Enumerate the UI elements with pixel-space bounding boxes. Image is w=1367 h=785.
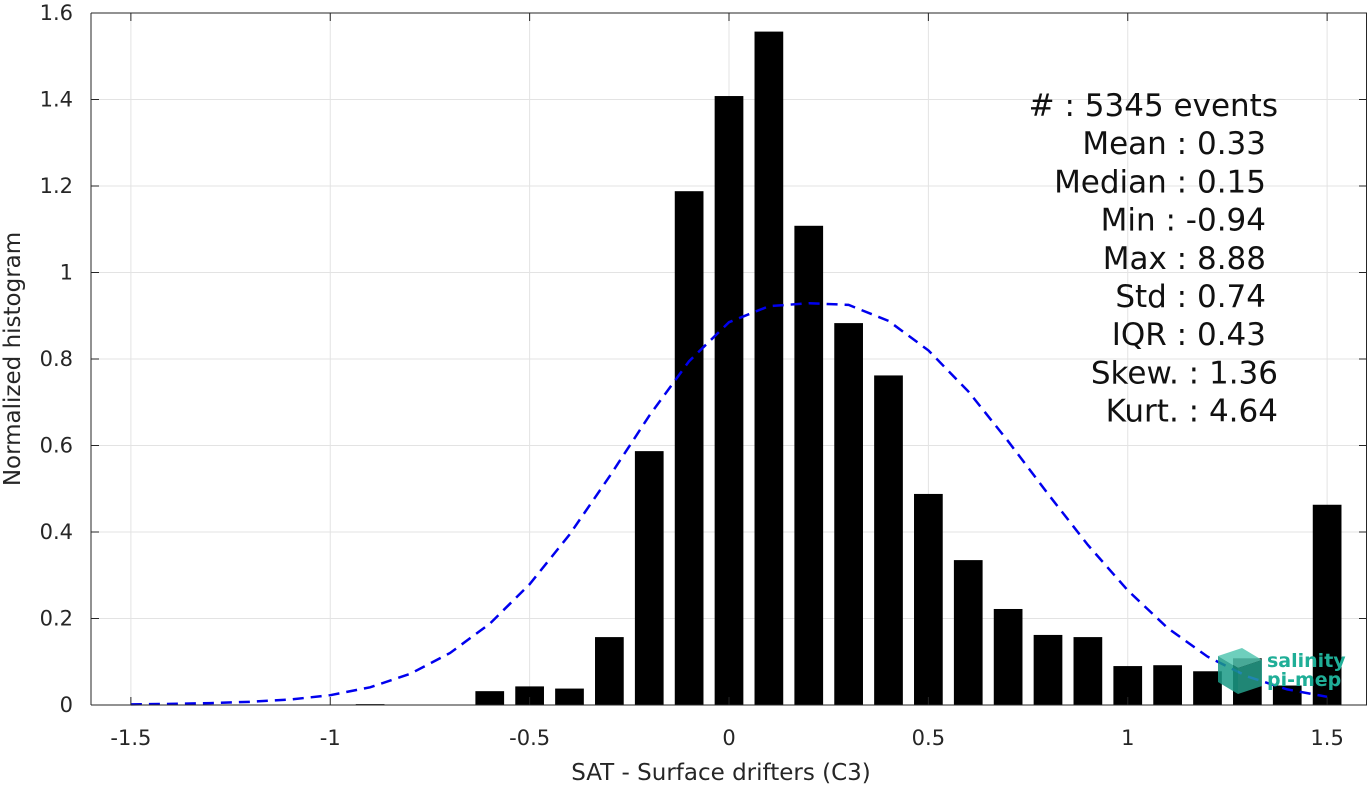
histogram-bar	[834, 323, 863, 705]
x-tick-label: 0	[722, 726, 735, 750]
stat-line: Min : -0.94	[1101, 203, 1266, 239]
x-axis-label: SAT - Surface drifters (C3)	[571, 760, 871, 785]
histogram-bar	[993, 608, 1023, 705]
y-tick-label: 1.6	[40, 1, 73, 25]
tick-labels: -1.5 -1 -0.5 0 0.5 1 1.5 0 0.2 0.4 0.6 0.8 1 1.2 1.4 1.…	[40, 1, 1344, 750]
logo-text-salinity: salinity	[1267, 650, 1346, 672]
histogram-bar	[1312, 504, 1342, 705]
histogram-bar	[555, 688, 584, 705]
histogram-bar	[953, 560, 983, 705]
x-tick-label: -1.5	[110, 726, 151, 750]
histogram-bar	[475, 691, 505, 705]
y-tick-label: 0.2	[40, 607, 73, 631]
y-tick-label: 1.4	[40, 88, 73, 112]
stat-line: Std : 0.74	[1115, 279, 1266, 315]
stat-line: IQR : 0.43	[1112, 317, 1266, 353]
histogram-bar	[1272, 685, 1302, 705]
y-tick-label: 1.2	[40, 174, 73, 198]
histogram-bar	[754, 31, 784, 706]
histogram-bar	[634, 451, 664, 705]
gaussian-fit	[130, 301, 1328, 706]
histogram-bar	[674, 191, 704, 705]
fit-curve-line	[130, 301, 1328, 706]
y-axis-label: Normalized histogram	[0, 232, 26, 486]
histogram-bar	[714, 96, 744, 706]
histogram-bar	[595, 637, 624, 705]
stat-line: Skew. : 1.36	[1091, 355, 1278, 391]
stat-line: Median : 0.15	[1054, 164, 1266, 200]
cube-icon	[1218, 648, 1262, 694]
histogram-bar	[1193, 671, 1222, 705]
x-tick-label: -0.5	[509, 726, 550, 750]
salinity-pimep-logo: salinity pi-mep	[1218, 648, 1346, 694]
histogram-bar	[515, 686, 544, 705]
x-tick-label: 1	[1121, 726, 1134, 750]
histogram-bar	[914, 493, 943, 705]
histogram-bar	[874, 375, 903, 705]
histogram-bar	[794, 225, 824, 706]
y-tick-label: 1	[60, 261, 73, 285]
x-tick-label: -1	[320, 726, 341, 750]
y-tick-label: 0.8	[40, 347, 73, 371]
y-tick-label: 0.6	[40, 434, 73, 458]
histogram-bar	[1033, 634, 1063, 705]
stat-line: Kurt. : 4.64	[1106, 394, 1278, 430]
histogram-bar	[1153, 665, 1182, 705]
stat-line: # : 5345 events	[1029, 88, 1278, 124]
histogram-bars	[355, 31, 1342, 706]
stat-line: Mean : 0.33	[1082, 126, 1266, 162]
histogram-bar	[1073, 637, 1103, 705]
stat-line: Max : 8.88	[1103, 241, 1266, 277]
x-tick-label: 1.5	[1310, 726, 1343, 750]
logo-text-pimep: pi-mep	[1267, 669, 1341, 691]
y-tick-label: 0.4	[40, 520, 73, 544]
x-tick-label: 0.5	[912, 726, 945, 750]
y-tick-label: 0	[60, 693, 73, 717]
